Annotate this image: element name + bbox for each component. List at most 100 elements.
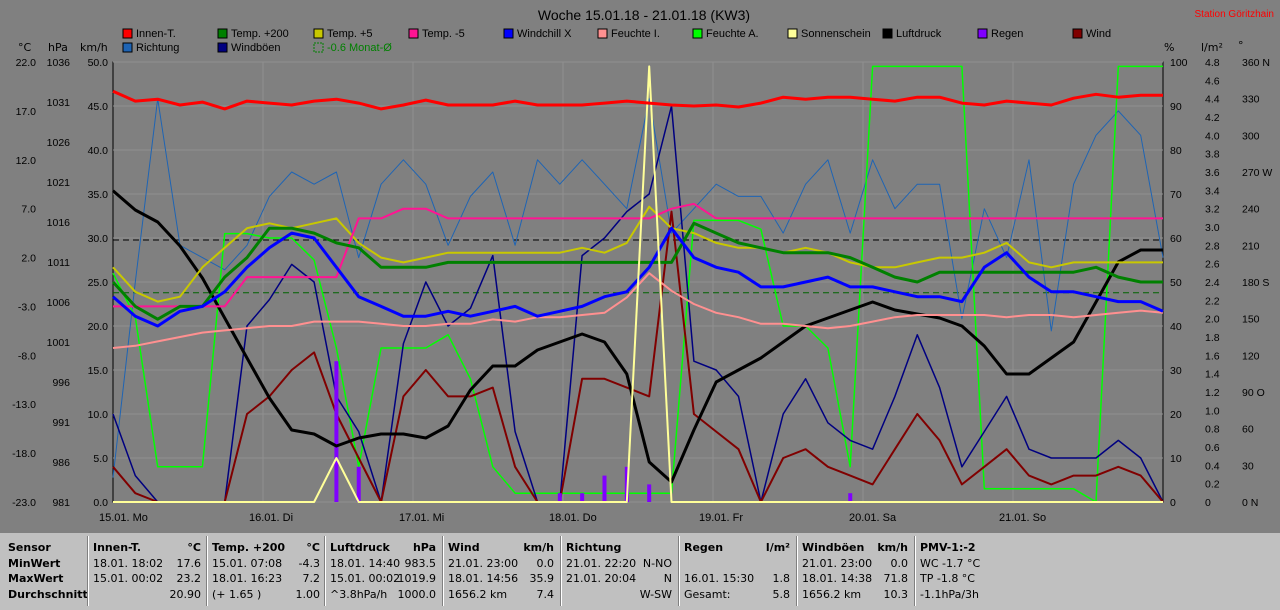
rain-tick-label: 2.6 [1205,259,1220,271]
wind-tick-label: 40.0 [88,145,109,157]
table-cell-row: 1656.2 km 10.3 [802,587,908,603]
series-line-richtung [112,98,1164,478]
rain-tick-label: 3.2 [1205,204,1220,216]
wind-tick-label: 35.0 [88,189,109,201]
cell-value: 20.90 [169,587,202,601]
temp-tick-label: -13.0 [12,399,36,411]
cell-label: TP -1.8 °C [920,572,975,585]
rain-bar [334,361,339,502]
column-unit: °C [187,541,201,554]
humidity-tick-label: 70 [1170,189,1182,201]
table-cell-row: 1656.2 km 7.4 [448,587,554,603]
legend-swatch [122,28,133,39]
table-cell-row: 21.01. 23:00 0.0 [802,556,908,572]
rain-bar [557,493,562,502]
cell-value: 983.5 [404,556,437,570]
column-title: Innen-T. [93,541,142,554]
cell-label: Gesamt: [684,587,731,601]
column-title: Luftdruck [330,541,390,554]
legend-label: Regen [991,28,1023,40]
cell-label: -1.1hPa/3h [920,587,979,601]
rain-bar [356,466,361,502]
humidity-tick-label: 90 [1170,101,1182,113]
legend-swatch [787,28,798,39]
column-header: PMV-1:-2 [920,540,1030,556]
legend-label: Temp. +200 [231,28,289,40]
x-axis-labels: 15.01. Mo 16.01. Di 17.01. Mi 18.01. Do 19.0… [99,512,1046,524]
cell-label: 15.01. 00:02 [330,572,401,585]
cell-label: 21.01. 22:20 [566,556,637,570]
statistics-table [0,533,1280,608]
table-cell-row: 18.01. 14:38 71.8 [802,571,908,587]
wind-tick-label: 15.0 [88,365,109,377]
cell-label: 1656.2 km [802,587,862,601]
direction-tick-label: 150 [1242,314,1260,326]
table-cell-row: 15.01. 00:02 23.2 [93,571,201,587]
cell-label: (+ 1.65 ) [212,587,262,601]
cell-value: 5.8 [772,587,791,601]
rain-tick-label: 0.6 [1205,442,1220,454]
cell-label: 15.01. 07:08 [212,556,283,570]
x-axis-label: 21.01. So [999,512,1046,524]
plot-area [111,65,1164,503]
legend-swatch [217,42,228,53]
rain-tick-label: 3.0 [1205,222,1220,234]
column-title: PMV-1:-2 [920,541,976,554]
rain-tick-label: 0.4 [1205,460,1220,472]
legend-label: Sonnenschein [801,28,871,40]
humidity-tick-label: 60 [1170,233,1182,245]
axes: 22.0 17.0 12.0 7.0 2.0 -3.0 -8.0 -13.0 -18.0 -23.… [12,57,1272,509]
rain-tick-label: 2.8 [1205,240,1220,252]
column-separator [442,536,444,606]
column-separator [914,536,916,606]
cell-label: 1656.2 km [448,587,508,601]
column-header: Richtung [566,540,672,556]
table-column: Temp. +200 °C 15.01. 07:08 -4.3 18.01. 16:23… [212,540,320,610]
wind-tick-label: 20.0 [88,321,109,333]
cell-label: 21.01. 23:00 [448,556,519,570]
pressure-tick-label: 1036 [47,57,71,69]
row-label: MaxWert [8,572,64,585]
rain-tick-label: 4.4 [1205,94,1220,106]
x-axis-label: 17.01. Mi [399,512,444,524]
table-column: Wind km/h 21.01. 23:00 0.0 18.01. 14:56 35.9 1… [448,540,554,610]
column-title: Wind [448,541,480,554]
temp-tick-label: -3.0 [18,301,36,313]
legend-swatch [692,28,703,39]
table-column: Innen-T. °C 18.01. 18:02 17.6 15.01. 00:02 23… [93,540,201,610]
column-title: Temp. +200 [212,541,286,554]
series-line-innen-t- [112,89,1163,111]
rain-tick-label: 2.0 [1205,314,1220,326]
legend-label: Feuchte I. [611,28,660,40]
direction-tick-label: 90 O [1242,387,1265,399]
temp-tick-label: 7.0 [21,204,36,216]
pressure-tick-label: 1026 [47,137,71,149]
table-cell-row: Gesamt: 5.8 [684,587,790,603]
rain-tick-label: 0.8 [1205,424,1220,436]
direction-tick-label: 180 S [1242,277,1269,289]
cell-value: 7.2 [302,572,321,585]
rain-bar [848,493,853,502]
temp-tick-label: 12.0 [16,155,37,167]
cell-label: WC -1.7 °C [920,556,981,570]
column-separator [87,536,89,606]
legend-swatch [408,28,419,39]
cell-value: 23.2 [176,572,202,585]
series-line-feuchte-a- [112,65,1163,503]
humidity-tick-label: 100 [1170,57,1188,69]
legend-label: Wind [1086,28,1111,40]
rain-tick-label: 4.2 [1205,112,1220,124]
unit-wind: km/h [80,41,108,54]
wind-tick-label: 10.0 [88,409,109,421]
direction-tick-label: 360 N [1242,57,1270,69]
cell-value: 10.3 [883,587,909,601]
direction-tick-label: 330 [1242,94,1260,106]
legend-label: -0.6 Monat-Ø [327,42,392,54]
table-column: Richtung 21.01. 22:20 N-NO 21.01. 20:04 N W-S… [566,540,672,610]
row-label: Durchschnitt [8,587,88,601]
legend-label: Windböen [231,42,281,54]
humidity-tick-label: 50 [1170,277,1182,289]
table-cell-row [684,556,790,572]
cell-value: 0.0 [890,556,909,570]
direction-tick-label: 60 [1242,424,1254,436]
